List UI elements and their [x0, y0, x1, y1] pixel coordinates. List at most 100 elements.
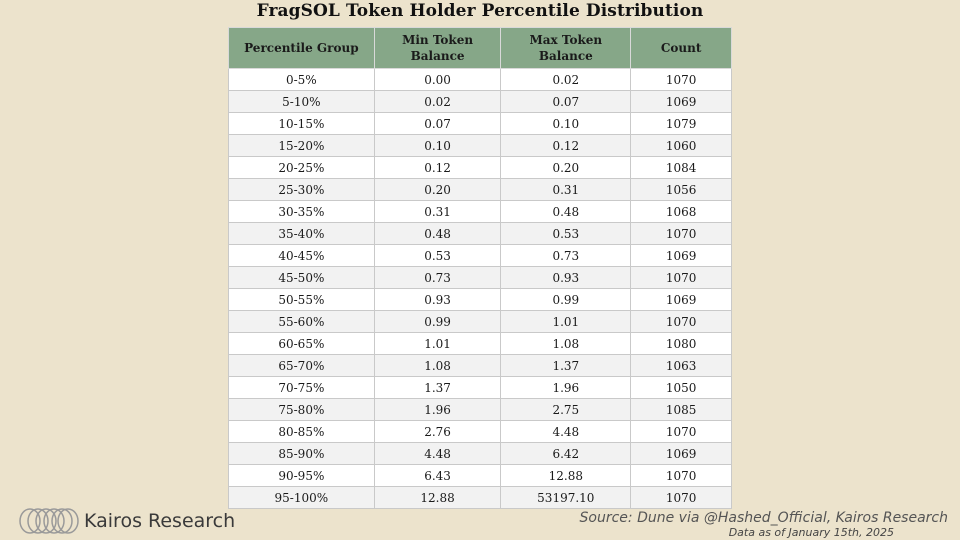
table-row: 95-100% 12.88 53197.10 1070: [228, 486, 732, 509]
table-row: 0-5% 0.00 0.02 1070: [228, 68, 732, 91]
table-row: 50-55% 0.93 0.99 1069: [228, 288, 732, 311]
cell-min-token-balance: 0.53: [373, 244, 502, 267]
cell-min-token-balance: 0.73: [373, 266, 502, 289]
cell-count: 1069: [630, 288, 732, 311]
cell-min-token-balance: 12.88: [373, 486, 502, 509]
table-header-row: Percentile Group Min Token Balance Max T…: [228, 27, 732, 69]
brand-name: Kairos Research: [84, 510, 236, 532]
cell-min-token-balance: 0.93: [373, 288, 502, 311]
cell-min-token-balance: 0.31: [373, 200, 502, 223]
cell-min-token-balance: 0.48: [373, 222, 502, 245]
cell-count: 1070: [630, 420, 732, 443]
cell-max-token-balance: 0.12: [500, 134, 632, 157]
cell-percentile-group: 85-90%: [228, 442, 375, 465]
cell-max-token-balance: 1.37: [500, 354, 632, 377]
table-row: 5-10% 0.02 0.07 1069: [228, 90, 732, 113]
cell-percentile-group: 95-100%: [228, 486, 375, 509]
cell-max-token-balance: 0.53: [500, 222, 632, 245]
cell-percentile-group: 40-45%: [228, 244, 375, 267]
table-row: 85-90% 4.48 6.42 1069: [228, 442, 732, 465]
column-header-max-token-balance: Max Token Balance: [500, 27, 632, 69]
cell-count: 1050: [630, 376, 732, 399]
table-body: 0-5% 0.00 0.02 1070 5-10% 0.02 0.07 1069 10-15% 0…: [228, 68, 732, 509]
cell-max-token-balance: 0.73: [500, 244, 632, 267]
cell-max-token-balance: 2.75: [500, 398, 632, 421]
cell-min-token-balance: 1.08: [373, 354, 502, 377]
cell-percentile-group: 75-80%: [228, 398, 375, 421]
cell-max-token-balance: 0.10: [500, 112, 632, 135]
cell-max-token-balance: 0.31: [500, 178, 632, 201]
column-header-percentile-group: Percentile Group: [228, 27, 375, 69]
cell-percentile-group: 5-10%: [228, 90, 375, 113]
cell-min-token-balance: 6.43: [373, 464, 502, 487]
table-row: 80-85% 2.76 4.48 1070: [228, 420, 732, 443]
cell-max-token-balance: 53197.10: [500, 486, 632, 509]
cell-min-token-balance: 0.07: [373, 112, 502, 135]
cell-min-token-balance: 0.10: [373, 134, 502, 157]
cell-count: 1070: [630, 222, 732, 245]
cell-percentile-group: 60-65%: [228, 332, 375, 355]
cell-count: 1069: [630, 442, 732, 465]
cell-count: 1070: [630, 68, 732, 91]
cell-min-token-balance: 0.99: [373, 310, 502, 333]
cell-min-token-balance: 1.96: [373, 398, 502, 421]
cell-percentile-group: 25-30%: [228, 178, 375, 201]
source-note: Source: Dune via @Hashed_Official, Kairo…: [579, 510, 948, 526]
table-row: 45-50% 0.73 0.93 1070: [228, 266, 732, 289]
table-row: 20-25% 0.12 0.20 1084: [228, 156, 732, 179]
cell-percentile-group: 50-55%: [228, 288, 375, 311]
brand-logo: Kairos Research: [18, 506, 235, 536]
cell-count: 1070: [630, 464, 732, 487]
cell-max-token-balance: 0.20: [500, 156, 632, 179]
table-row: 30-35% 0.31 0.48 1068: [228, 200, 732, 223]
cell-max-token-balance: 0.02: [500, 68, 632, 91]
data-as-of-note: Data as of January 15th, 2025: [728, 526, 894, 539]
column-header-min-token-balance: Min Token Balance: [373, 27, 502, 69]
cell-max-token-balance: 0.07: [500, 90, 632, 113]
cell-min-token-balance: 1.01: [373, 332, 502, 355]
cell-max-token-balance: 4.48: [500, 420, 632, 443]
table-row: 60-65% 1.01 1.08 1080: [228, 332, 732, 355]
cell-min-token-balance: 0.02: [373, 90, 502, 113]
cell-percentile-group: 90-95%: [228, 464, 375, 487]
cell-percentile-group: 10-15%: [228, 112, 375, 135]
table-row: 90-95% 6.43 12.88 1070: [228, 464, 732, 487]
cell-count: 1068: [630, 200, 732, 223]
cell-min-token-balance: 4.48: [373, 442, 502, 465]
cell-max-token-balance: 1.08: [500, 332, 632, 355]
cell-min-token-balance: 1.37: [373, 376, 502, 399]
cell-count: 1056: [630, 178, 732, 201]
table-row: 40-45% 0.53 0.73 1069: [228, 244, 732, 267]
cell-min-token-balance: 0.00: [373, 68, 502, 91]
cell-percentile-group: 65-70%: [228, 354, 375, 377]
kairos-rings-logo-icon: [19, 508, 79, 534]
cell-min-token-balance: 0.20: [373, 178, 502, 201]
cell-percentile-group: 80-85%: [228, 420, 375, 443]
table-row: 10-15% 0.07 0.10 1079: [228, 112, 732, 135]
cell-count: 1080: [630, 332, 732, 355]
cell-count: 1069: [630, 90, 732, 113]
cell-count: 1084: [630, 156, 732, 179]
cell-min-token-balance: 0.12: [373, 156, 502, 179]
table-row: 25-30% 0.20 0.31 1056: [228, 178, 732, 201]
cell-percentile-group: 30-35%: [228, 200, 375, 223]
cell-min-token-balance: 2.76: [373, 420, 502, 443]
cell-max-token-balance: 0.48: [500, 200, 632, 223]
column-header-count: Count: [630, 27, 732, 69]
table-row: 65-70% 1.08 1.37 1063: [228, 354, 732, 377]
cell-count: 1063: [630, 354, 732, 377]
table-row: 75-80% 1.96 2.75 1085: [228, 398, 732, 421]
cell-percentile-group: 70-75%: [228, 376, 375, 399]
cell-percentile-group: 55-60%: [228, 310, 375, 333]
cell-percentile-group: 45-50%: [228, 266, 375, 289]
cell-count: 1070: [630, 310, 732, 333]
cell-count: 1070: [630, 486, 732, 509]
table-row: 35-40% 0.48 0.53 1070: [228, 222, 732, 245]
cell-count: 1085: [630, 398, 732, 421]
cell-count: 1069: [630, 244, 732, 267]
cell-percentile-group: 20-25%: [228, 156, 375, 179]
cell-percentile-group: 35-40%: [228, 222, 375, 245]
cell-max-token-balance: 0.93: [500, 266, 632, 289]
table-row: 55-60% 0.99 1.01 1070: [228, 310, 732, 333]
cell-max-token-balance: 6.42: [500, 442, 632, 465]
